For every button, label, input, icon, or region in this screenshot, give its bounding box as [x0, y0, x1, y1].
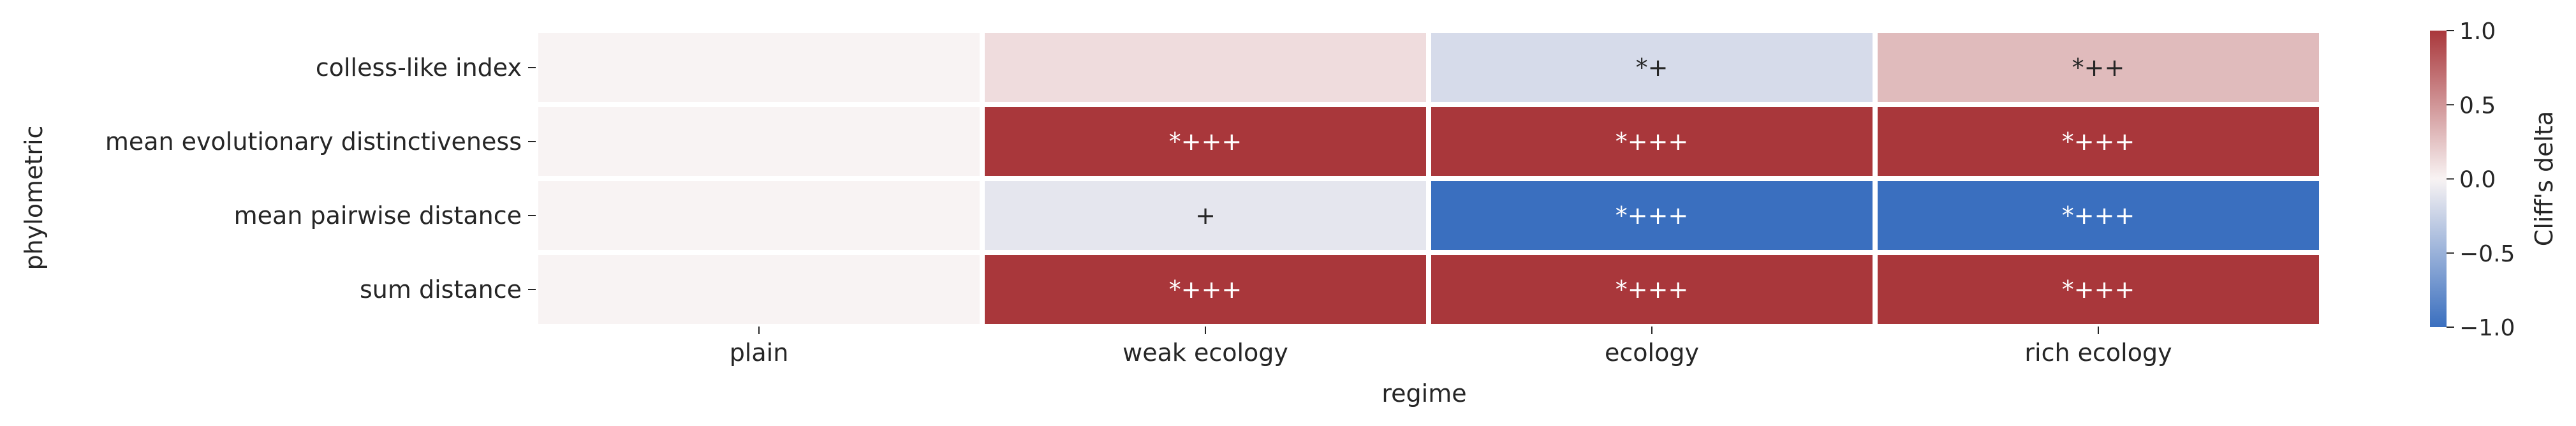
x-tick-label: weak ecology: [1122, 339, 1288, 367]
heatmap-cell: [1431, 33, 1873, 102]
heatmap-cell: [985, 107, 1426, 176]
heatmap-cell: [985, 255, 1426, 324]
heatmap-cell: [985, 181, 1426, 250]
y-tick-label: sum distance: [360, 275, 522, 304]
heatmap-cell: [1431, 107, 1873, 176]
y-tick-label: colless-like index: [316, 54, 522, 82]
colorbar-tick-label: 0.0: [2459, 167, 2496, 193]
cell-annotation: +: [1195, 202, 1216, 230]
cell-annotation: *+++: [1616, 275, 1689, 304]
cell-annotation: *+++: [1169, 128, 1242, 156]
heatmap-cell: [1878, 181, 2319, 250]
x-axis-ticks: plain weak ecology ecology rich ecology: [730, 327, 2172, 367]
x-tick-label: ecology: [1605, 339, 1699, 367]
y-tick-label: mean pairwise distance: [234, 202, 522, 230]
x-tick-label: plain: [730, 339, 789, 367]
heatmap-cell: [538, 255, 980, 324]
heatmap-cell: [1431, 181, 1873, 250]
colorbar-tick-label: −0.5: [2459, 241, 2515, 267]
cell-annotation: *+++: [2062, 275, 2135, 304]
x-tick-label: rich ecology: [2024, 339, 2172, 367]
cell-annotation: *+++: [1616, 202, 1689, 230]
heatmap-cell: [1878, 255, 2319, 324]
x-axis-label: regime: [1381, 379, 1466, 408]
heatmap-cells: [538, 33, 2319, 324]
cell-annotation: *+++: [1169, 275, 1242, 304]
colorbar-label: Cliff's delta: [2530, 111, 2558, 246]
colorbar: [2430, 31, 2447, 327]
heatmap-cell: [1431, 255, 1873, 324]
cell-annotation: *++: [2072, 54, 2125, 82]
colorbar-tick-label: 0.5: [2459, 92, 2496, 119]
cell-annotations: *+ *++ *+++ *+++ *+++ + *+++ *+++ *+++ *+++ *+++: [1169, 54, 2135, 304]
y-axis-ticks: colless-like index mean evolutionary dist…: [105, 54, 536, 304]
y-axis-label: phylometric: [20, 126, 48, 270]
y-tick-label: mean evolutionary distinctiveness: [105, 128, 522, 156]
heatmap-cell: [1878, 107, 2319, 176]
heatmap-cell: [538, 181, 980, 250]
colorbar-tick-label: 1.0: [2459, 18, 2496, 45]
heatmap-cell: [1878, 33, 2319, 102]
heatmap-cell: [538, 107, 980, 176]
colorbar-tick-label: −1.0: [2459, 315, 2515, 341]
heatmap-cell: [985, 33, 1426, 102]
cell-annotation: *+++: [2062, 202, 2135, 230]
colorbar-ticks: −1.0 −0.5 0.0 0.5 1.0: [2447, 18, 2515, 341]
cell-annotation: *+++: [1616, 128, 1689, 156]
cell-annotation: *+: [1636, 54, 1668, 82]
cell-annotation: *+++: [2062, 128, 2135, 156]
heatmap-cell: [538, 33, 980, 102]
